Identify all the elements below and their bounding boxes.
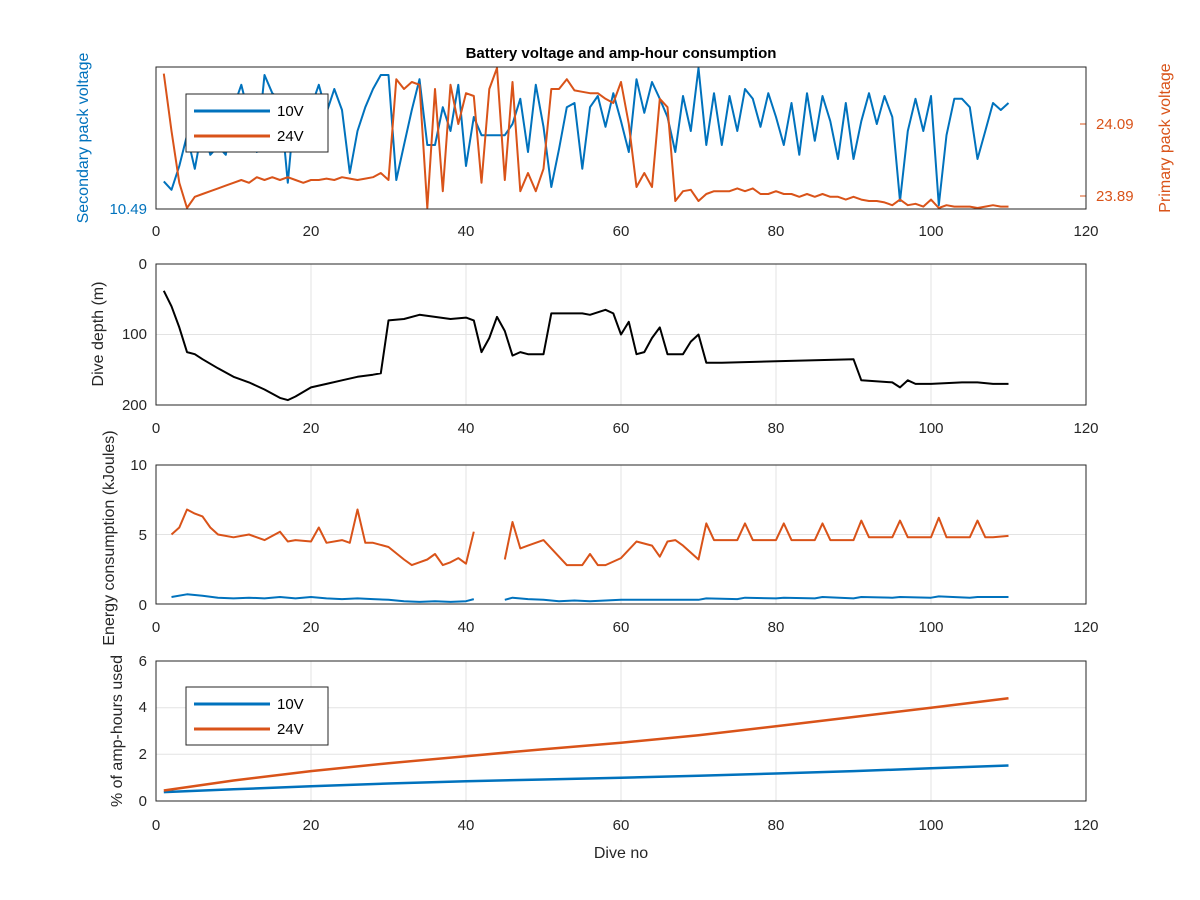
x-tick-label: 20 (303, 223, 320, 240)
series-line-24v (503, 516, 1009, 567)
plot-frame (155, 263, 1087, 406)
x-tick-label: 80 (768, 420, 785, 437)
legend-label-24v: 24V (277, 128, 304, 145)
panel-amp-hours: 0 20 40 60 80 100 120 0 2 4 6 % of amp-h… (109, 653, 1099, 862)
series-line-24v (163, 697, 1009, 792)
energy-lines (170, 508, 1009, 603)
legend-label-24v: 24V (277, 721, 304, 738)
legend-label-10v: 10V (277, 103, 304, 120)
x-tick-label: 60 (613, 619, 630, 636)
depth-ticks: 0 20 40 60 80 100 120 0 100 200 (122, 256, 1099, 437)
series-line-10v (163, 764, 1009, 794)
x-tick-label: 20 (303, 619, 320, 636)
right-y-tick-label: 23.89 (1096, 188, 1134, 205)
x-tick-label: 80 (768, 619, 785, 636)
figure-title: Battery voltage and amp-hour consumption (466, 45, 777, 62)
left-y-tick-label: 10.49 (109, 201, 147, 218)
energy-ticks: 0 20 40 60 80 100 120 0 5 10 (130, 457, 1098, 636)
plot-frame (155, 66, 1087, 210)
panel-energy: 0 20 40 60 80 100 120 0 5 10 Energy cons… (101, 430, 1099, 645)
x-tick-label: 120 (1073, 619, 1098, 636)
x-tick-label: 120 (1073, 223, 1098, 240)
depth-lines (162, 290, 1009, 402)
y-axis-label: Energy consumption (kJoules) (101, 430, 118, 645)
y-tick-label: 0 (139, 256, 147, 273)
amp-hours-ticks: 0 20 40 60 80 100 120 0 2 4 6 (139, 653, 1099, 834)
x-tick-label: 80 (768, 817, 785, 834)
amp-hours-lines (163, 697, 1009, 794)
panel-depth: 0 20 40 60 80 100 120 0 100 200 Dive dep… (90, 256, 1099, 437)
plot-frame (155, 464, 1087, 605)
y-tick-label: 5 (139, 527, 147, 544)
legend-label-10v: 10V (277, 696, 304, 713)
series-line-24v (162, 67, 1009, 209)
y-tick-label: 200 (122, 397, 147, 414)
legend: 10V 24V (185, 93, 329, 153)
x-tick-label: 120 (1073, 420, 1098, 437)
y-tick-label: 4 (139, 699, 147, 716)
x-tick-label: 100 (918, 817, 943, 834)
x-tick-label: 60 (613, 223, 630, 240)
x-tick-label: 20 (303, 817, 320, 834)
voltage-ticks: 0 20 40 60 80 100 120 (152, 223, 1099, 240)
series-line-depth (162, 290, 1009, 402)
panel-voltage: Battery voltage and amp-hour consumption… (75, 45, 1174, 240)
x-tick-label: 40 (458, 817, 475, 834)
x-tick-label: 60 (613, 420, 630, 437)
x-tick-label: 40 (458, 619, 475, 636)
x-tick-label: 0 (152, 223, 160, 240)
x-tick-label: 0 (152, 619, 160, 636)
y-tick-label: 100 (122, 326, 147, 343)
x-tick-label: 100 (918, 619, 943, 636)
series-line-10v (171, 593, 475, 603)
legend: 10V 24V (185, 686, 329, 746)
series-line-24v (170, 508, 475, 567)
series-line-10v (504, 595, 1009, 603)
y-tick-label: 6 (139, 653, 147, 670)
x-axis-label: Dive no (594, 845, 648, 862)
x-tick-label: 100 (918, 223, 943, 240)
right-y-axis-label: Primary pack voltage (1157, 63, 1174, 212)
x-tick-label: 80 (768, 223, 785, 240)
x-tick-label: 120 (1073, 817, 1098, 834)
x-tick-label: 40 (458, 223, 475, 240)
x-tick-label: 0 (152, 420, 160, 437)
y-tick-label: 10 (130, 457, 147, 474)
y-tick-label: 0 (139, 793, 147, 810)
y-axis-label: % of amp-hours used (109, 655, 126, 807)
right-y-tick-label: 24.09 (1096, 116, 1134, 133)
y-tick-label: 0 (139, 597, 147, 614)
y-axis-label: Dive depth (m) (90, 282, 107, 387)
plot-frame (155, 660, 1087, 802)
x-tick-label: 100 (918, 420, 943, 437)
left-y-axis-label: Secondary pack voltage (75, 53, 92, 224)
y-tick-label: 2 (139, 746, 147, 763)
legend-box (185, 686, 329, 746)
x-tick-label: 20 (303, 420, 320, 437)
x-tick-label: 0 (152, 817, 160, 834)
energy-grid (156, 465, 1086, 604)
x-tick-label: 40 (458, 420, 475, 437)
x-tick-label: 60 (613, 817, 630, 834)
legend-box (185, 93, 329, 153)
